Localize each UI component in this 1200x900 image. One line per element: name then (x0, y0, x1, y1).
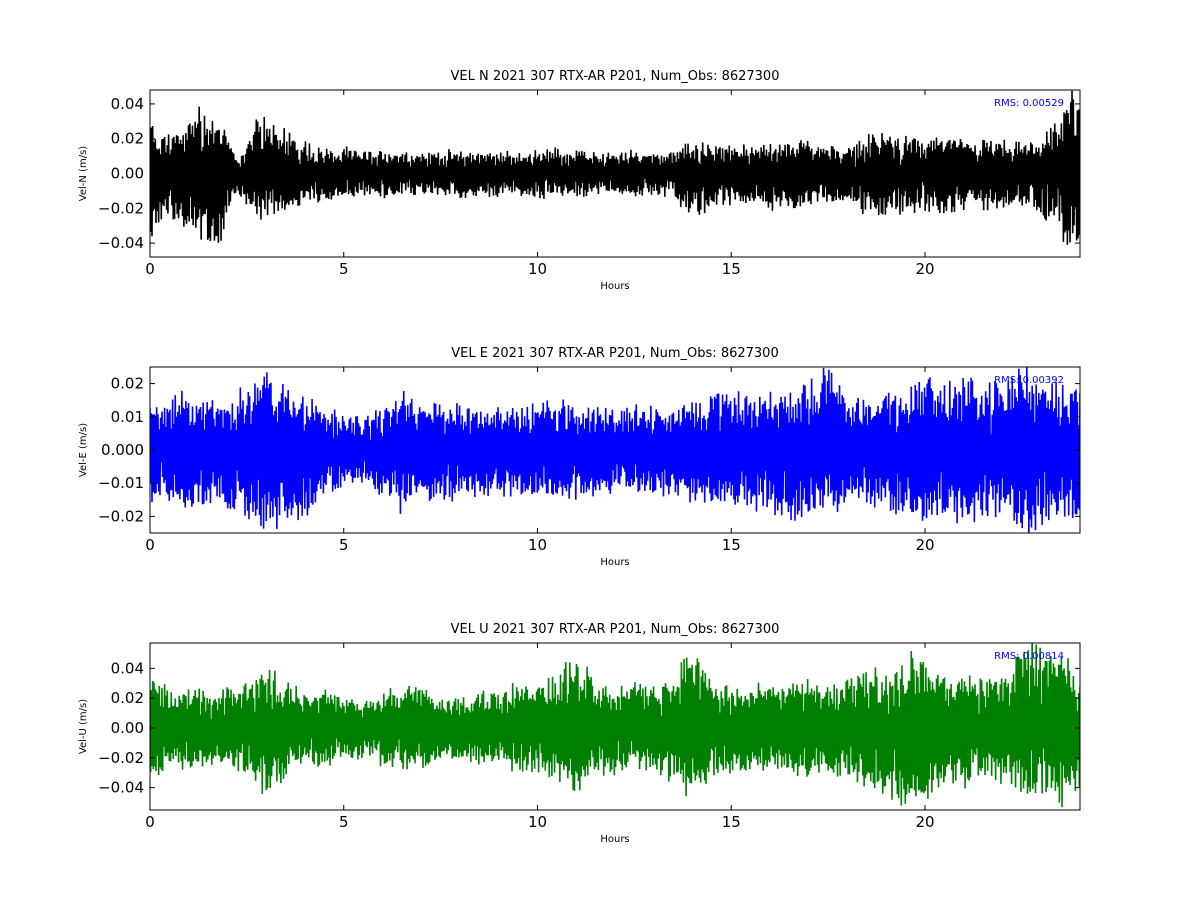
y-tick-label: −0.04 (98, 234, 144, 252)
y-tick-label: 0.00 (111, 719, 144, 737)
x-tick-label: 15 (722, 813, 741, 831)
x-tick-label: 10 (528, 536, 547, 554)
x-tick-label: 20 (915, 536, 934, 554)
subplot-vel-u: 0 5 10 15 20 −0.04 −0.02 0.00 0.02 0.04 VEL U 2021… (78, 622, 1081, 845)
subplot-vel-n: 0 5 10 15 20 −0.04 −0.02 0.00 0.02 0.04 VEL N 2021… (78, 69, 1081, 292)
y-tick-label: 0.04 (111, 659, 144, 677)
subplot-title: VEL E 2021 307 RTX-AR P201, Num_Obs: 862… (451, 346, 778, 361)
x-tick-label: 10 (528, 813, 547, 831)
y-axis-label: Vel-U (m/s) (78, 699, 89, 754)
y-tick-label: 0.01 (111, 408, 144, 426)
x-tick-label: 5 (339, 260, 349, 278)
series-line-vel-u (150, 643, 1080, 808)
x-tick-label: 15 (722, 260, 741, 278)
series-line-vel-e (150, 367, 1080, 533)
y-tick-label: 0.04 (111, 95, 144, 113)
y-tick-label: 0.02 (111, 375, 144, 393)
y-tick-label: 0.000 (101, 441, 144, 459)
x-tick-label: 5 (339, 813, 349, 831)
y-tick-label: 0.02 (111, 130, 144, 148)
rms-annotation: RMS: 0.00529 (994, 98, 1064, 109)
y-tick-label: −0.01 (98, 474, 144, 492)
x-tick-label: 20 (915, 813, 934, 831)
y-tick-label: −0.02 (98, 507, 144, 525)
x-axis-label: Hours (600, 281, 629, 292)
x-axis-label: Hours (600, 557, 629, 568)
y-tick-label: −0.02 (98, 199, 144, 217)
series-line-vel-n (150, 90, 1080, 245)
rms-annotation: RMS: 0.00814 (994, 651, 1064, 662)
x-axis-label: Hours (600, 834, 629, 845)
y-axis-label: Vel-E (m/s) (78, 423, 89, 477)
rms-annotation: RMS: 0.00392 (994, 375, 1064, 386)
x-tick-label: 5 (339, 536, 349, 554)
y-tick-label: −0.02 (98, 749, 144, 767)
x-tick-label: 0 (145, 260, 155, 278)
subplot-title: VEL U 2021 307 RTX-AR P201, Num_Obs: 862… (451, 622, 780, 637)
y-tick-label: 0.00 (111, 165, 144, 183)
x-tick-label: 20 (915, 260, 934, 278)
x-tick-label: 15 (722, 536, 741, 554)
subplot-title: VEL N 2021 307 RTX-AR P201, Num_Obs: 862… (451, 69, 780, 84)
x-tick-label: 10 (528, 260, 547, 278)
y-tick-label: 0.02 (111, 689, 144, 707)
x-tick-label: 0 (145, 813, 155, 831)
subplot-vel-e: 0 5 10 15 20 −0.02 −0.01 0.000 0.01 0.02 VEL E 202… (78, 346, 1081, 568)
y-axis-label: Vel-N (m/s) (78, 146, 89, 201)
axes-frame (149, 642, 1081, 811)
y-tick-label: −0.04 (98, 779, 144, 797)
x-tick-label: 0 (145, 536, 155, 554)
